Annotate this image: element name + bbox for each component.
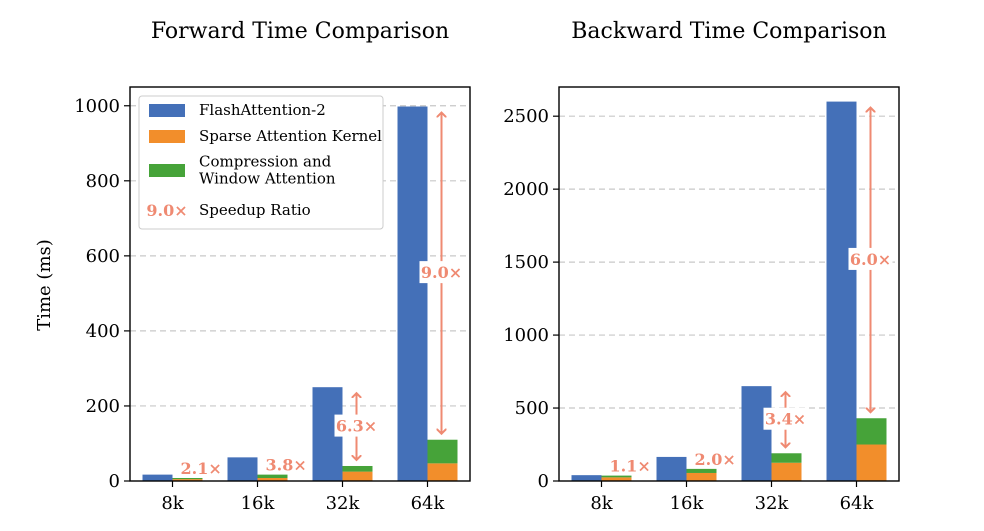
legend-label: Compression and (199, 153, 332, 171)
forward-axes-frame (129, 86, 471, 482)
bar-flashattention2-64k (397, 106, 428, 481)
bar-compression-window-32k (342, 465, 373, 472)
x-tick-label: 16k (670, 493, 705, 514)
bar-flashattention2-32k (741, 386, 772, 481)
speedup-label-bg (763, 407, 808, 430)
legend-label: FlashAttention-2 (199, 101, 326, 119)
bar-compression-window-16k (257, 474, 288, 478)
bar-compression-window-8k (601, 475, 632, 478)
y-tick-label: 1000 (503, 325, 549, 346)
x-tick-label: 8k (161, 493, 184, 514)
speedup-label: 3.4× (765, 410, 806, 429)
bar-sparse-attention-32k (771, 462, 802, 481)
bar-sparse-attention-64k (427, 463, 458, 481)
legend-label: Sparse Attention Kernel (199, 127, 382, 145)
x-tick-label: 32k (755, 493, 790, 514)
bar-flashattention2-16k (656, 456, 687, 481)
bar-sparse-attention-16k (257, 477, 288, 481)
bar-compression-window-32k (771, 453, 802, 463)
x-tick-label: 16k (241, 493, 276, 514)
bar-compression-window-16k (686, 468, 717, 473)
y-tick-label: 400 (86, 321, 120, 342)
y-tick-label: 200 (86, 396, 120, 417)
x-tick-label: 8k (590, 493, 613, 514)
y-tick-label: 0 (538, 471, 549, 492)
bar-sparse-attention-16k (686, 472, 717, 481)
bar-compression-window-64k (856, 418, 887, 445)
x-tick-label: 64k (411, 493, 446, 514)
bar-compression-window-64k (427, 439, 458, 464)
speedup-label: 6.0× (850, 250, 891, 269)
y-tick-label: 600 (86, 246, 120, 267)
y-tick-label: 500 (515, 398, 549, 419)
bar-sparse-attention-8k (601, 477, 632, 481)
bar-sparse-attention-32k (342, 471, 373, 481)
legend-marker-speedup: 9.0× (146, 201, 187, 220)
speedup-label-bg (848, 247, 893, 270)
speedup-label: 3.8× (266, 456, 307, 475)
bar-sparse-attention-64k (856, 444, 887, 481)
y-tick-label: 1500 (503, 252, 549, 273)
legend-swatch (149, 164, 185, 177)
y-tick-label: 2000 (503, 179, 549, 200)
bar-flashattention2-64k (826, 101, 857, 481)
bar-flashattention2-8k (571, 475, 602, 481)
forward-plot-area: 0 200 400 600 800 1000 8k 2.1× 16k 3.8× 32k 6.3× 64k… (74, 86, 471, 514)
speedup-label-bg (419, 261, 464, 284)
y-tick-label: 2500 (503, 106, 549, 127)
speedup-label: 2.1× (181, 459, 222, 478)
backward-chart-title: Backward Time Comparison (571, 19, 886, 44)
speedup-label: 6.3× (336, 417, 377, 436)
speedup-label: 2.0× (695, 450, 736, 469)
legend-box (138, 95, 384, 230)
chart-legend: FlashAttention-2 Sparse Attention Kernel C… (138, 95, 384, 230)
y-tick-label: 800 (86, 171, 120, 192)
speedup-label-bg (334, 414, 379, 437)
backward-axes-frame (558, 86, 900, 482)
x-tick-label: 64k (840, 493, 875, 514)
forward-y-axis-label: Time (ms) (34, 239, 55, 331)
bar-compression-window-8k (172, 477, 203, 480)
bar-sparse-attention-8k (172, 479, 203, 481)
y-tick-label: 1000 (74, 96, 120, 117)
bar-flashattention2-8k (142, 474, 173, 481)
forward-chart-title: Forward Time Comparison (151, 19, 449, 44)
speedup-label: 1.1× (610, 457, 651, 476)
backward-plot-area: 0 500 1000 1500 2000 2500 8k 1.1× 16k 2.0× 32k 3.4×… (503, 86, 900, 514)
legend-label: Window Attention (199, 170, 336, 188)
legend-label: Speedup Ratio (199, 201, 311, 219)
bar-flashattention2-16k (227, 457, 258, 481)
legend-swatch (149, 130, 185, 143)
legend-swatch (149, 104, 185, 117)
y-tick-label: 0 (109, 471, 120, 492)
speedup-label: 9.0× (421, 263, 462, 282)
x-tick-label: 32k (326, 493, 361, 514)
